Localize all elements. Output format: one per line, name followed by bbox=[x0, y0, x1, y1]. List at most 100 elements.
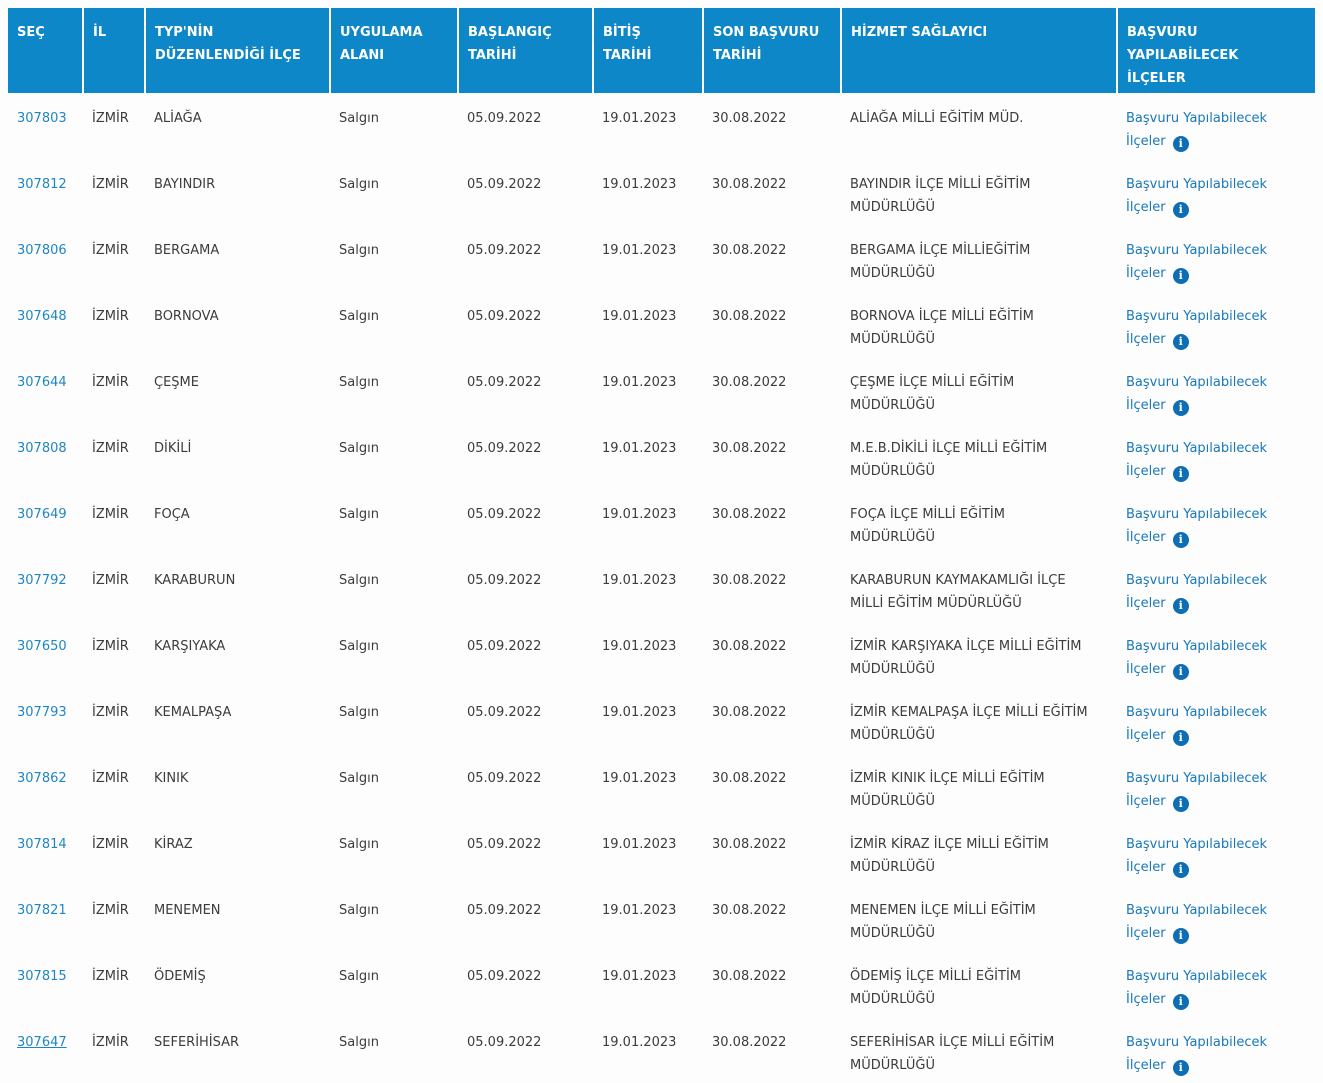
uygulama-alani-cell: Salgın bbox=[339, 573, 379, 588]
program-id-link[interactable]: 307862 bbox=[17, 771, 67, 786]
info-circle-icon[interactable]: i bbox=[1172, 928, 1189, 944]
bitis-tarihi-cell: 19.01.2023 bbox=[602, 837, 677, 852]
table-row: 307812 İZMİR BAYINDIR Salgın 05.09.2022 … bbox=[8, 159, 1315, 225]
info-circle-icon[interactable]: i bbox=[1172, 268, 1189, 284]
son-basvuru-tarihi-cell: 30.08.2022 bbox=[712, 1035, 787, 1050]
baslangic-tarihi-cell: 05.09.2022 bbox=[467, 309, 542, 324]
column-header-son-basvuru-tarihi: SON BAŞVURU TARİHİ bbox=[703, 8, 842, 93]
program-id-link[interactable]: 307812 bbox=[17, 177, 67, 192]
apply-districts-link-label: Başvuru Yapılabilecek İlçeler bbox=[1126, 309, 1268, 347]
apply-districts-link[interactable]: Başvuru Yapılabilecek İlçeler i bbox=[1126, 767, 1301, 813]
table-row: 307644 İZMİR ÇEŞME Salgın 05.09.2022 19.… bbox=[8, 357, 1315, 423]
hizmet-saglayici-cell: İZMİR KINIK İLÇE MİLLİ EĞİTİM MÜDÜRLÜĞÜ bbox=[841, 753, 1117, 819]
info-circle-icon[interactable]: i bbox=[1172, 598, 1189, 614]
basvuru-ilceler-cell: Başvuru Yapılabilecek İlçeler i bbox=[1117, 489, 1315, 555]
apply-districts-link[interactable]: Başvuru Yapılabilecek İlçeler i bbox=[1126, 107, 1301, 153]
apply-districts-link[interactable]: Başvuru Yapılabilecek İlçeler i bbox=[1126, 1031, 1301, 1077]
info-circle-icon[interactable]: i bbox=[1172, 334, 1189, 350]
typ-programs-table: SEÇ İL TYP'NİN DÜZENLENDİĞİ İLÇE UYGULAM… bbox=[8, 8, 1315, 1083]
provider-name: ÇEŞME İLÇE MİLLİ EĞİTİM MÜDÜRLÜĞÜ bbox=[850, 375, 1015, 413]
bitis-tarihi-cell: 19.01.2023 bbox=[602, 1035, 677, 1050]
apply-districts-link[interactable]: Başvuru Yapılabilecek İlçeler i bbox=[1126, 965, 1301, 1011]
sec-cell: 307649 bbox=[8, 489, 83, 555]
info-circle-icon[interactable]: i bbox=[1172, 862, 1189, 878]
baslangic-tarihi-cell: 05.09.2022 bbox=[467, 903, 542, 918]
program-id-link[interactable]: 307793 bbox=[17, 705, 67, 720]
baslangic-tarihi-cell: 05.09.2022 bbox=[467, 771, 542, 786]
info-circle-icon[interactable]: i bbox=[1172, 1060, 1189, 1076]
apply-districts-link-label: Başvuru Yapılabilecek İlçeler bbox=[1126, 837, 1268, 875]
info-circle-icon[interactable]: i bbox=[1172, 994, 1189, 1010]
sec-cell: 307792 bbox=[8, 555, 83, 621]
table-row: 307648 İZMİR BORNOVA Salgın 05.09.2022 1… bbox=[8, 291, 1315, 357]
baslangic-tarihi-cell: 05.09.2022 bbox=[467, 243, 542, 258]
apply-districts-link[interactable]: Başvuru Yapılabilecek İlçeler i bbox=[1126, 371, 1301, 417]
ilce-cell: FOÇA bbox=[154, 507, 190, 522]
provider-name: MENEMEN İLÇE MİLLİ EĞİTİM MÜDÜRLÜĞÜ bbox=[850, 903, 1036, 941]
table-row: 307808 İZMİR DİKİLİ Salgın 05.09.2022 19… bbox=[8, 423, 1315, 489]
info-circle-icon[interactable]: i bbox=[1172, 664, 1189, 680]
uygulama-alani-cell: Salgın bbox=[339, 507, 379, 522]
program-id-link[interactable]: 307647 bbox=[17, 1035, 67, 1050]
apply-districts-link[interactable]: Başvuru Yapılabilecek İlçeler i bbox=[1126, 899, 1301, 945]
bitis-tarihi-cell: 19.01.2023 bbox=[602, 969, 677, 984]
son-basvuru-tarihi-cell: 30.08.2022 bbox=[712, 771, 787, 786]
apply-districts-link-label: Başvuru Yapılabilecek İlçeler bbox=[1126, 441, 1268, 479]
il-cell: İZMİR bbox=[92, 705, 129, 720]
apply-districts-link[interactable]: Başvuru Yapılabilecek İlçeler i bbox=[1126, 503, 1301, 549]
program-id-link[interactable]: 307644 bbox=[17, 375, 67, 390]
ilce-cell: KARABURUN bbox=[154, 573, 236, 588]
baslangic-tarihi-cell: 05.09.2022 bbox=[467, 639, 542, 654]
basvuru-ilceler-cell: Başvuru Yapılabilecek İlçeler i bbox=[1117, 819, 1315, 885]
sec-cell: 307812 bbox=[8, 159, 83, 225]
apply-districts-link[interactable]: Başvuru Yapılabilecek İlçeler i bbox=[1126, 701, 1301, 747]
uygulama-alani-cell: Salgın bbox=[339, 903, 379, 918]
apply-districts-link[interactable]: Başvuru Yapılabilecek İlçeler i bbox=[1126, 569, 1301, 615]
son-basvuru-tarihi-cell: 30.08.2022 bbox=[712, 309, 787, 324]
apply-districts-link[interactable]: Başvuru Yapılabilecek İlçeler i bbox=[1126, 833, 1301, 879]
info-circle-icon[interactable]: i bbox=[1172, 796, 1189, 812]
hizmet-saglayici-cell: İZMİR KEMALPAŞA İLÇE MİLLİ EĞİTİM MÜDÜRL… bbox=[841, 687, 1117, 753]
column-header-basvuru-ilceler: BAŞVURU YAPILABİLECEK İLÇELER bbox=[1117, 8, 1315, 93]
program-id-link[interactable]: 307815 bbox=[17, 969, 67, 984]
bitis-tarihi-cell: 19.01.2023 bbox=[602, 111, 677, 126]
bitis-tarihi-cell: 19.01.2023 bbox=[602, 771, 677, 786]
ilce-cell: KINIK bbox=[154, 771, 189, 786]
info-circle-icon[interactable]: i bbox=[1172, 730, 1189, 746]
info-circle-icon[interactable]: i bbox=[1172, 202, 1189, 218]
ilce-cell: ÖDEMİŞ bbox=[154, 969, 206, 984]
program-id-link[interactable]: 307792 bbox=[17, 573, 67, 588]
apply-districts-link[interactable]: Başvuru Yapılabilecek İlçeler i bbox=[1126, 239, 1301, 285]
program-id-link[interactable]: 307806 bbox=[17, 243, 67, 258]
program-id-link[interactable]: 307821 bbox=[17, 903, 67, 918]
basvuru-ilceler-cell: Başvuru Yapılabilecek İlçeler i bbox=[1117, 885, 1315, 951]
program-id-link[interactable]: 307648 bbox=[17, 309, 67, 324]
info-circle-icon[interactable]: i bbox=[1172, 136, 1189, 152]
apply-districts-link-label: Başvuru Yapılabilecek İlçeler bbox=[1126, 705, 1268, 743]
apply-districts-link[interactable]: Başvuru Yapılabilecek İlçeler i bbox=[1126, 437, 1301, 483]
bitis-tarihi-cell: 19.01.2023 bbox=[602, 243, 677, 258]
sec-cell: 307821 bbox=[8, 885, 83, 951]
apply-districts-link-label: Başvuru Yapılabilecek İlçeler bbox=[1126, 573, 1268, 611]
info-circle-icon[interactable]: i bbox=[1172, 532, 1189, 548]
apply-districts-link[interactable]: Başvuru Yapılabilecek İlçeler i bbox=[1126, 173, 1301, 219]
program-id-link[interactable]: 307649 bbox=[17, 507, 67, 522]
info-circle-icon[interactable]: i bbox=[1172, 466, 1189, 482]
bitis-tarihi-cell: 19.01.2023 bbox=[602, 639, 677, 654]
sec-cell: 307808 bbox=[8, 423, 83, 489]
provider-name: İZMİR KARŞIYAKA İLÇE MİLLİ EĞİTİM MÜDÜRL… bbox=[850, 639, 1082, 677]
apply-districts-link[interactable]: Başvuru Yapılabilecek İlçeler i bbox=[1126, 305, 1301, 351]
son-basvuru-tarihi-cell: 30.08.2022 bbox=[712, 441, 787, 456]
program-id-link[interactable]: 307803 bbox=[17, 111, 67, 126]
apply-districts-link[interactable]: Başvuru Yapılabilecek İlçeler i bbox=[1126, 635, 1301, 681]
program-id-link[interactable]: 307650 bbox=[17, 639, 67, 654]
ilce-cell: ÇEŞME bbox=[154, 375, 199, 390]
program-id-link[interactable]: 307808 bbox=[17, 441, 67, 456]
info-circle-icon[interactable]: i bbox=[1172, 400, 1189, 416]
provider-name: SEFERİHİSAR İLÇE MİLLİ EĞİTİM MÜDÜRLÜĞÜ bbox=[850, 1035, 1055, 1073]
program-id-link[interactable]: 307814 bbox=[17, 837, 67, 852]
sec-cell: 307650 bbox=[8, 621, 83, 687]
son-basvuru-tarihi-cell: 30.08.2022 bbox=[712, 639, 787, 654]
table-header: SEÇ İL TYP'NİN DÜZENLENDİĞİ İLÇE UYGULAM… bbox=[8, 8, 1315, 93]
provider-name: İZMİR KİRAZ İLÇE MİLLİ EĞİTİM MÜDÜRLÜĞÜ bbox=[850, 837, 1049, 875]
